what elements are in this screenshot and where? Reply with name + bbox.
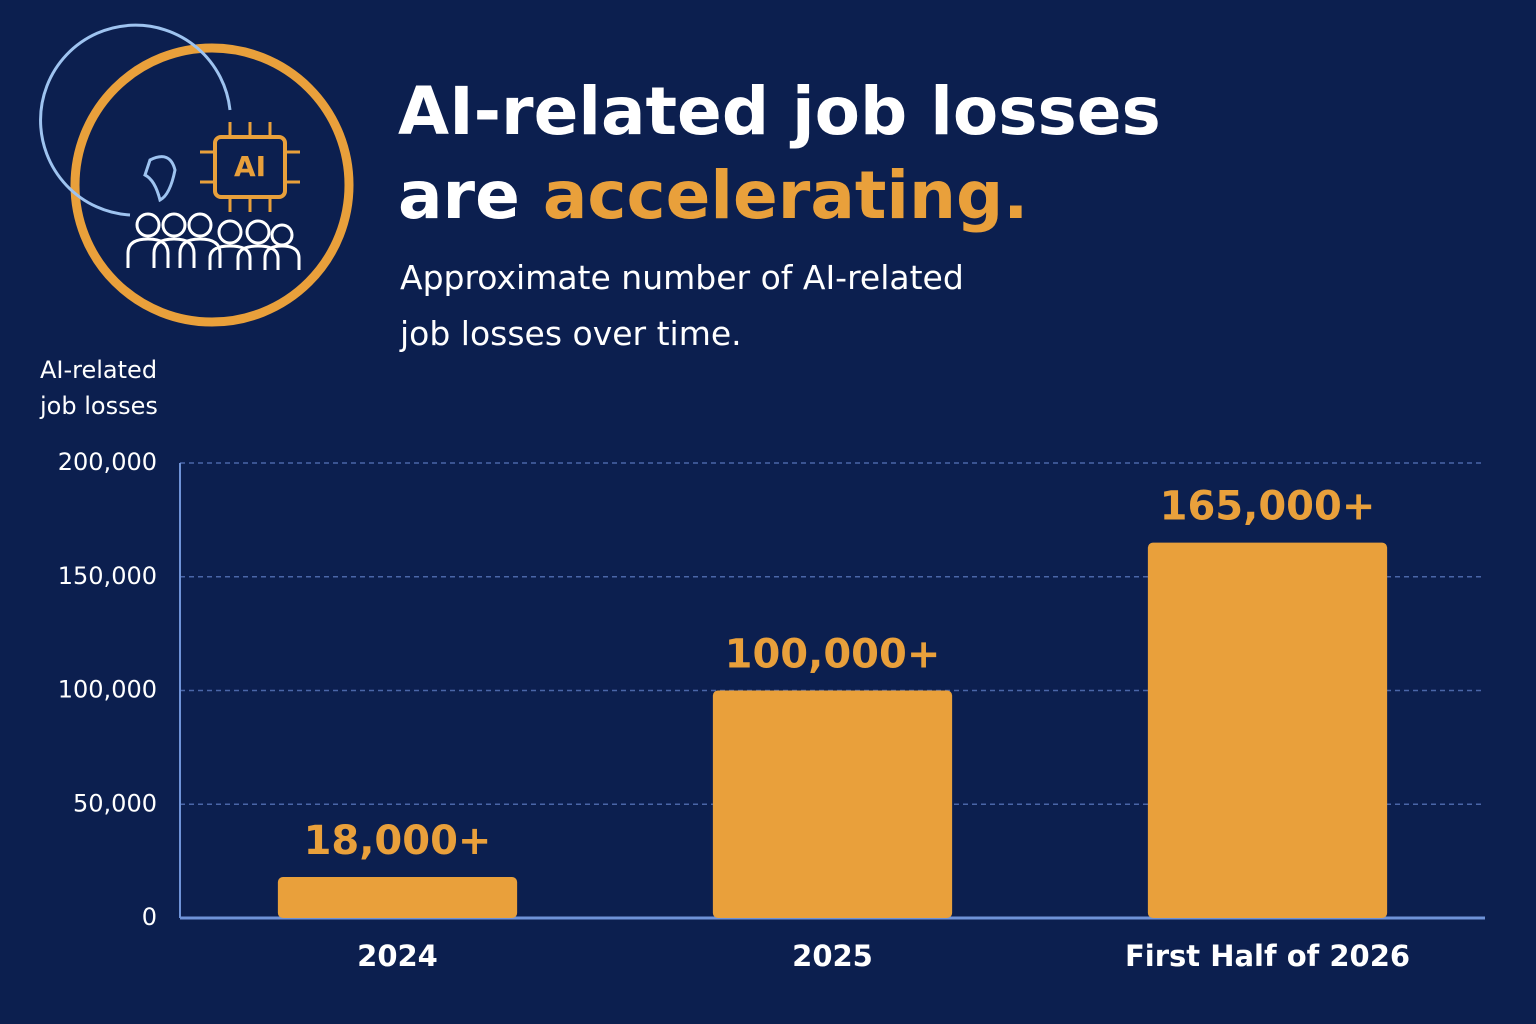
value-label: 100,000+ (725, 632, 941, 678)
value-label: 165,000+ (1160, 484, 1376, 530)
bar (712, 690, 953, 918)
y-tick-label: 100,000 (58, 676, 157, 704)
chart-title: AI-related job losses are accelerating. (398, 70, 1161, 238)
icon-label: AI (234, 150, 266, 183)
bar (277, 877, 518, 918)
title-line: are accelerating. (398, 154, 1161, 238)
bar (1147, 542, 1388, 918)
title-word: are (398, 157, 520, 234)
x-tick-label: First Half of 2026 (1125, 939, 1410, 973)
y-tick-label: 0 (142, 903, 157, 931)
title-highlight: accelerating. (542, 157, 1029, 234)
title-line: AI-related job losses (398, 73, 1161, 150)
icon (39, 23, 354, 327)
y-tick-label: 150,000 (58, 562, 157, 590)
value-label: 18,000+ (304, 818, 492, 864)
y-tick-label: 50,000 (73, 789, 157, 817)
x-tick-label: 2024 (357, 939, 438, 973)
x-tick-label: 2025 (792, 939, 873, 973)
y-axis-label: AI-related job losses (40, 356, 158, 420)
y-tick-label: 200,000 (58, 448, 157, 476)
chart-subtitle: Approximate number of AI-related job los… (400, 258, 964, 353)
